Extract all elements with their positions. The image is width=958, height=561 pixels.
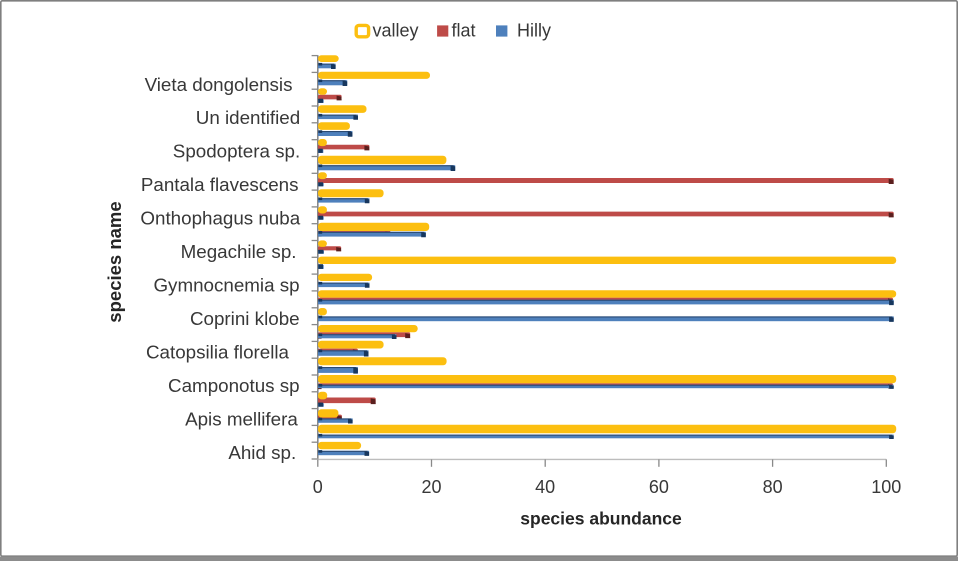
svg-text:Apis mellifera: Apis mellifera (185, 408, 298, 429)
svg-text:40: 40 (535, 477, 555, 497)
svg-text:Hilly: Hilly (517, 21, 551, 41)
svg-text:species abundance: species abundance (520, 509, 682, 529)
svg-text:Spodoptera sp.: Spodoptera sp. (173, 141, 300, 162)
svg-text:flat: flat (452, 21, 476, 41)
svg-text:valley: valley (373, 21, 419, 41)
svg-text:Vieta dongolensis: Vieta dongolensis (145, 74, 293, 95)
svg-text:Pantala flavescens: Pantala flavescens (141, 174, 299, 195)
svg-text:species name: species name (104, 201, 125, 322)
svg-text:80: 80 (763, 477, 783, 497)
svg-text:Catopsilia florella: Catopsilia florella (146, 341, 290, 362)
svg-text:Onthophagus nuba: Onthophagus nuba (140, 208, 300, 229)
svg-text:60: 60 (649, 477, 669, 497)
svg-text:0: 0 (313, 477, 323, 497)
svg-text:20: 20 (421, 477, 441, 497)
svg-text:Ahid sp.: Ahid sp. (228, 442, 296, 463)
svg-text:Camponotus sp: Camponotus sp (168, 375, 300, 396)
svg-text:Un identified: Un identified (196, 107, 300, 128)
svg-text:Gymnocnemia sp: Gymnocnemia sp (153, 275, 299, 296)
svg-text:Coprini klobe: Coprini klobe (190, 308, 300, 329)
svg-text:100: 100 (871, 477, 901, 497)
svg-text:Megachile sp.: Megachile sp. (181, 241, 297, 262)
